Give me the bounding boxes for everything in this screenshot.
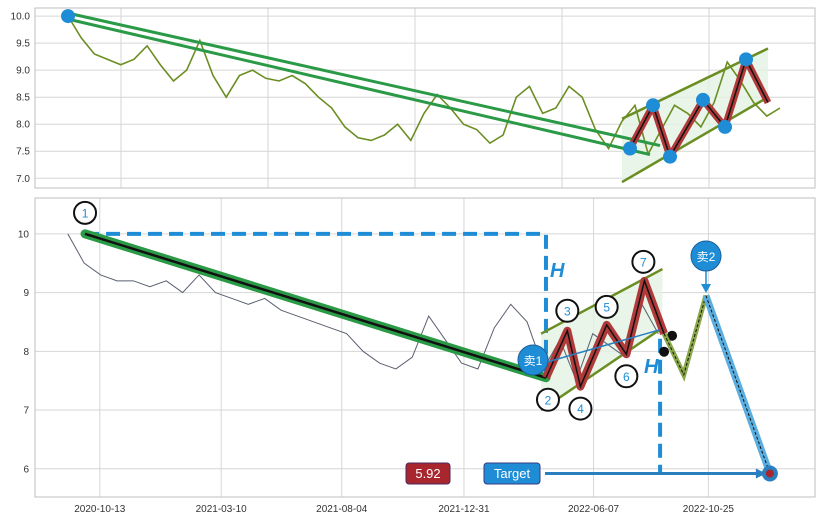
target-path-dashed: [705, 295, 771, 474]
bottom-y-tick-label: 9: [23, 288, 29, 299]
x-tick-label: 2021-03-10: [196, 504, 248, 515]
top-plot-frame: [34, 7, 816, 189]
point-label-circle: [568, 396, 593, 421]
top-y-tick-label: 7.5: [16, 147, 30, 158]
point-label-circle: [614, 364, 639, 389]
top-panel: 7.0 7.5 8.0 8.5 9.0 9.5 10.0: [11, 7, 816, 189]
trend-line-thin: [84, 232, 547, 379]
top-y-tick-label: 8.0: [16, 120, 30, 131]
annotation-labels: H H 卖1 卖2 5.92 Target: [405, 240, 722, 485]
top-pattern-point: [739, 52, 753, 67]
point-label-6: 6: [623, 370, 630, 384]
breakout-arrow: [547, 328, 661, 363]
point-label-circle: [555, 298, 580, 323]
x-tick-label: 2022-06-07: [568, 504, 620, 515]
target-arrow-head: [755, 468, 766, 479]
target-value-box: 5.92: [405, 462, 451, 485]
bottom-plot-frame: [34, 197, 816, 498]
target-point-center: [765, 469, 774, 478]
point-label-circle: [73, 200, 98, 225]
point-label-1: 1: [82, 206, 89, 220]
bottom-panel: 2020-10-13 2021-03-10 2021-08-04 2021-12-31…: [18, 197, 816, 515]
sell-2-marker: 卖2: [690, 240, 722, 293]
top-pattern-point: [623, 141, 637, 156]
top-pattern-point: [696, 92, 710, 107]
top-channel-lower: [621, 96, 769, 184]
point-label-circle: [631, 249, 656, 274]
point-label-circle: [535, 387, 560, 412]
bottom-y-tick-label: 10: [18, 229, 30, 240]
height-label-1: H: [550, 260, 565, 282]
projection-line-dashed: [663, 295, 707, 377]
sell-2-label: 卖2: [697, 250, 716, 264]
point-label-circle: [594, 294, 619, 319]
bottom-y-tick-label: 8: [23, 347, 29, 358]
point-label-5: 5: [603, 300, 610, 314]
point-label-7: 7: [640, 255, 647, 269]
top-pattern-point: [646, 98, 660, 113]
top-trend-line-upper: [67, 11, 661, 148]
top-trend-line-lower: [67, 17, 651, 157]
top-y-tick-label: 8.5: [16, 93, 30, 104]
top-y-tick-label: 9.5: [16, 39, 30, 50]
top-y-tick-label: 9.0: [16, 66, 30, 77]
bottom-y-tick-label: 7: [23, 406, 29, 417]
top-pattern-point: [718, 119, 732, 134]
top-y-tick-label: 10.0: [11, 12, 31, 23]
height-label-2: H: [644, 356, 659, 378]
x-tick-label: 2020-10-13: [74, 504, 126, 515]
breakout-marker: [659, 346, 670, 357]
x-tick-label: 2021-08-04: [316, 504, 368, 515]
zigzag-thin: [545, 278, 665, 389]
channel-lower-line: [540, 326, 664, 412]
x-tick-label: 2022-10-25: [683, 504, 735, 515]
breakout-marker: [667, 330, 678, 341]
target-value: 5.92: [415, 466, 440, 481]
x-tick-label: 2021-12-31: [438, 504, 490, 515]
top-pattern-point: [663, 149, 677, 164]
top-pattern-point: [61, 9, 75, 24]
sell-1-label: 卖1: [524, 354, 543, 368]
point-label-2: 2: [545, 393, 552, 407]
top-y-tick-label: 7.0: [16, 174, 30, 185]
target-label: Target: [494, 466, 531, 481]
point-label-4: 4: [577, 402, 584, 416]
sell-1-marker: 卖1: [517, 344, 549, 376]
bottom-y-tick-label: 6: [23, 464, 29, 475]
point-label-3: 3: [564, 304, 571, 318]
target-label-box: Target: [483, 462, 541, 485]
